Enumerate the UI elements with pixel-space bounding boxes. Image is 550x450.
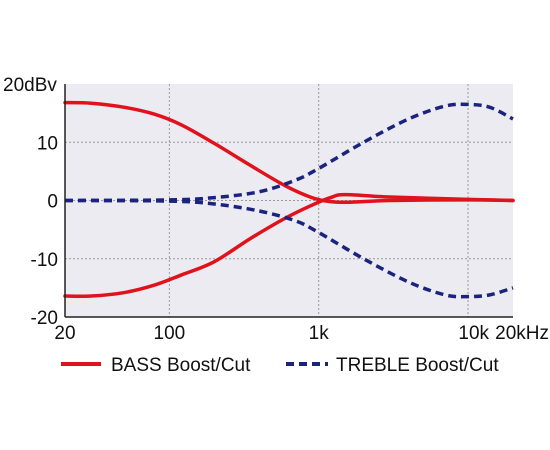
- legend-label-bass: BASS Boost/Cut: [111, 355, 251, 376]
- y-tick-label: -20: [31, 308, 58, 329]
- legend-label-treble: TREBLE Boost/Cut: [336, 355, 499, 376]
- curves: [63, 100, 515, 299]
- y-tick-label: 0: [47, 192, 58, 213]
- bass-cut-curve: [63, 192, 515, 299]
- x-tick-label: 20kHz: [495, 323, 549, 344]
- x-tick-label: 100: [154, 323, 186, 344]
- y-tick-label: 20dBv: [3, 75, 57, 96]
- y-tick-label: -10: [31, 250, 58, 271]
- x-tick-labels: 20 100 1k 10k 20kHz: [54, 323, 549, 344]
- x-tick-label: 10k: [458, 323, 489, 344]
- x-tick-label: 1k: [309, 323, 330, 344]
- legend: BASS Boost/Cut TREBLE Boost/Cut: [61, 355, 499, 376]
- treble-cut-curve: [64, 198, 514, 299]
- bass-boost-curve: [63, 100, 515, 205]
- x-tick-label: 20: [54, 323, 75, 344]
- treble-boost-curve: [64, 102, 514, 203]
- y-tick-labels: 20dBv 10 0 -10 -20: [3, 75, 58, 329]
- y-tick-label: 10: [37, 133, 58, 154]
